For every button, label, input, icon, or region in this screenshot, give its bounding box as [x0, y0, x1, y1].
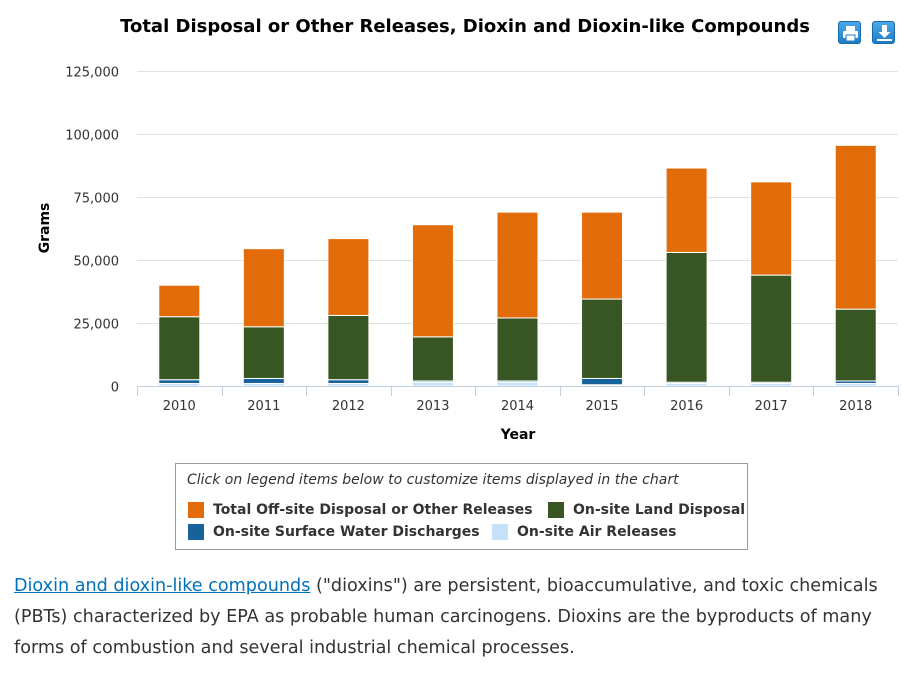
bars	[158, 144, 877, 387]
bar-segment[interactable]	[242, 377, 285, 384]
stacked-bar-chart: 0 25,000 50,000 75,000 100,000 125,000 2010 201…	[37, 66, 899, 443]
bar-segment[interactable]	[496, 381, 539, 387]
legend-hint: Click on legend items below to customize…	[187, 472, 679, 488]
description-paragraph: Dioxin and dioxin-like compounds ("dioxi…	[14, 571, 894, 664]
bar-segment[interactable]	[242, 326, 285, 379]
bar-segment[interactable]	[581, 298, 624, 379]
download-icon	[877, 25, 892, 41]
x-tick-label: 2016	[670, 399, 703, 414]
legend-item-land-disposal[interactable]: On-site Land Disposal	[548, 501, 745, 519]
legend-label: On-site Land Disposal	[573, 502, 746, 518]
y-tick-label: 75,000	[74, 192, 120, 207]
bar-segment[interactable]	[496, 211, 539, 319]
bar-segment[interactable]	[158, 316, 201, 381]
legend-item-offsite-disposal[interactable]: Total Off-site Disposal or Other Release…	[188, 501, 533, 519]
bar-segment[interactable]	[411, 224, 454, 338]
bar-segment[interactable]	[158, 379, 201, 384]
x-tick-label: 2013	[416, 399, 449, 414]
legend-swatch	[548, 502, 564, 518]
axes: 0 25,000 50,000 75,000 100,000 125,000 2010 201…	[65, 66, 899, 414]
bar-segment[interactable]	[834, 144, 877, 310]
legend-item-surface-water[interactable]: On-site Surface Water Discharges	[188, 523, 480, 541]
bar-segment[interactable]	[327, 314, 370, 381]
y-axis-label: Grams	[37, 203, 53, 254]
bar-segment[interactable]	[581, 377, 624, 386]
bar-segment[interactable]	[242, 248, 285, 328]
y-tick-label: 100,000	[65, 129, 119, 144]
legend-label: Total Off-site Disposal or Other Release…	[213, 502, 533, 518]
x-tick-label: 2010	[163, 399, 196, 414]
x-tick-label: 2015	[586, 399, 619, 414]
bar-segment[interactable]	[327, 238, 370, 316]
x-axis-label: Year	[500, 427, 536, 443]
chart-title: Total Disposal or Other Releases, Dioxin…	[120, 16, 810, 37]
legend-label: On-site Air Releases	[517, 524, 677, 540]
bar-segment[interactable]	[411, 336, 454, 382]
x-tick-label: 2012	[332, 399, 365, 414]
legend: Click on legend items below to customize…	[175, 463, 748, 550]
y-tick-label: 25,000	[74, 318, 120, 333]
x-tick-label: 2014	[501, 399, 534, 414]
bar-segment[interactable]	[750, 274, 793, 383]
legend-swatch	[492, 524, 508, 540]
x-tick-label: 2018	[839, 399, 872, 414]
legend-item-air-releases[interactable]: On-site Air Releases	[492, 523, 676, 541]
bar-segment[interactable]	[750, 181, 793, 276]
bar-segment[interactable]	[411, 381, 454, 387]
dioxin-link[interactable]: Dioxin and dioxin-like compounds	[14, 576, 311, 596]
x-tick-label: 2017	[755, 399, 788, 414]
legend-swatch	[188, 502, 204, 518]
bar-segment[interactable]	[496, 317, 539, 382]
legend-label: On-site Surface Water Discharges	[213, 524, 480, 540]
bar-segment[interactable]	[327, 379, 370, 384]
description-text: ("dioxins") are persistent, bioaccumulat…	[14, 576, 878, 658]
bar-segment[interactable]	[665, 251, 708, 383]
x-tick-label: 2011	[247, 399, 280, 414]
y-tick-label: 50,000	[74, 255, 120, 270]
download-button[interactable]	[872, 21, 895, 44]
bar-segment[interactable]	[834, 308, 877, 382]
bar-segment[interactable]	[581, 211, 624, 300]
y-tick-label: 125,000	[65, 66, 119, 81]
print-button[interactable]	[838, 21, 861, 44]
bar-segment[interactable]	[665, 167, 708, 253]
y-tick-label: 0	[111, 381, 119, 396]
bar-segment[interactable]	[158, 284, 201, 318]
legend-swatch	[188, 524, 204, 540]
print-icon	[843, 26, 858, 42]
